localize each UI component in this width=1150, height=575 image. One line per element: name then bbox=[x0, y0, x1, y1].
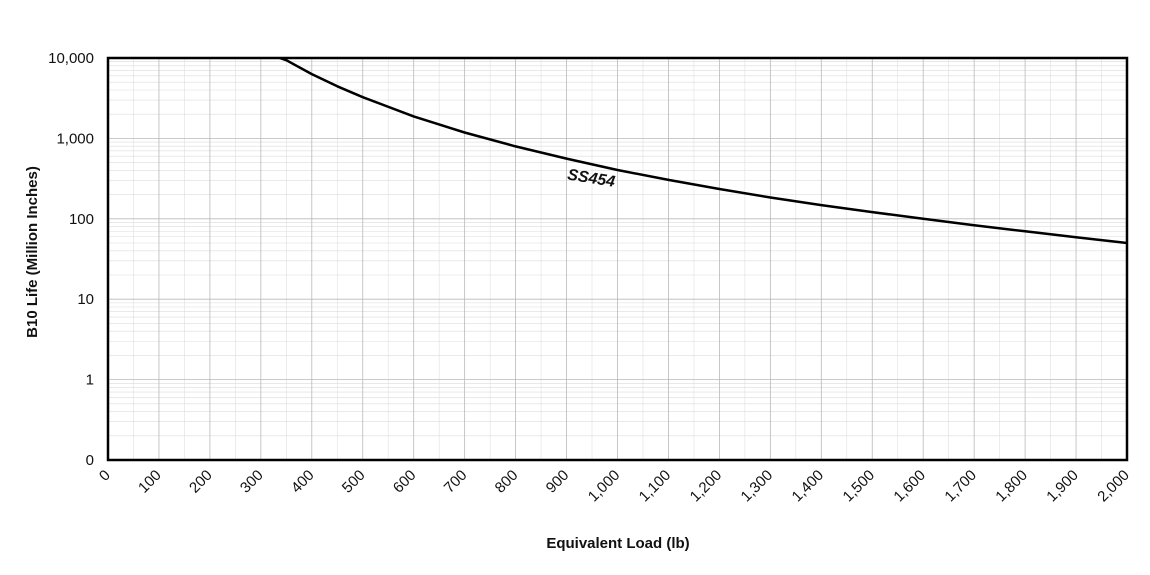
x-tick-label: 1,000 bbox=[585, 467, 624, 506]
major-gridlines bbox=[107, 57, 1128, 461]
x-tick-label: 700 bbox=[441, 467, 471, 497]
y-tick-label: 1,000 bbox=[56, 130, 94, 147]
x-axis-tick-labels: 0 100 200 300 400 500 600 700 800 900 1,000 1,100 1,… bbox=[96, 467, 1133, 506]
x-tick-label: 300 bbox=[237, 467, 267, 497]
series-layer bbox=[279, 56, 1128, 245]
y-tick-label: 10 bbox=[77, 291, 94, 308]
x-tick-label: 1,600 bbox=[890, 467, 929, 506]
x-tick-label: 0 bbox=[96, 467, 114, 485]
x-tick-label: 600 bbox=[390, 467, 420, 497]
x-tick-label: 1,900 bbox=[1043, 467, 1082, 506]
x-tick-label: 100 bbox=[135, 467, 165, 497]
x-tick-label: 800 bbox=[492, 467, 522, 497]
y-tick-label: 100 bbox=[69, 211, 94, 228]
x-tick-label: 1,400 bbox=[789, 467, 828, 506]
y-tick-label: 10,000 bbox=[48, 50, 94, 67]
x-tick-label: 1,500 bbox=[840, 467, 879, 506]
x-tick-label: 400 bbox=[288, 467, 318, 497]
x-tick-label: 1,200 bbox=[687, 467, 726, 506]
y-axis-label: B10 Life (Million Inches) bbox=[24, 166, 41, 338]
y-tick-label: 0 bbox=[86, 452, 94, 469]
x-tick-label: 2,000 bbox=[1094, 467, 1133, 506]
x-tick-label: 900 bbox=[543, 467, 573, 497]
x-tick-label: 1,700 bbox=[941, 467, 980, 506]
x-tick-label: 1,100 bbox=[636, 467, 675, 506]
y-tick-label: 1 bbox=[86, 372, 94, 389]
series-line-ss454 bbox=[279, 56, 1128, 245]
x-tick-label: 1,300 bbox=[738, 467, 777, 506]
x-tick-label: 1,800 bbox=[992, 467, 1031, 506]
y-axis-tick-labels: 0 1 10 100 1,000 10,000 bbox=[48, 50, 94, 469]
x-tick-label: 200 bbox=[186, 467, 216, 497]
x-axis-label: Equivalent Load (lb) bbox=[546, 535, 689, 552]
plot-area-frame bbox=[106, 56, 1129, 462]
x-tick-label: 500 bbox=[339, 467, 369, 497]
